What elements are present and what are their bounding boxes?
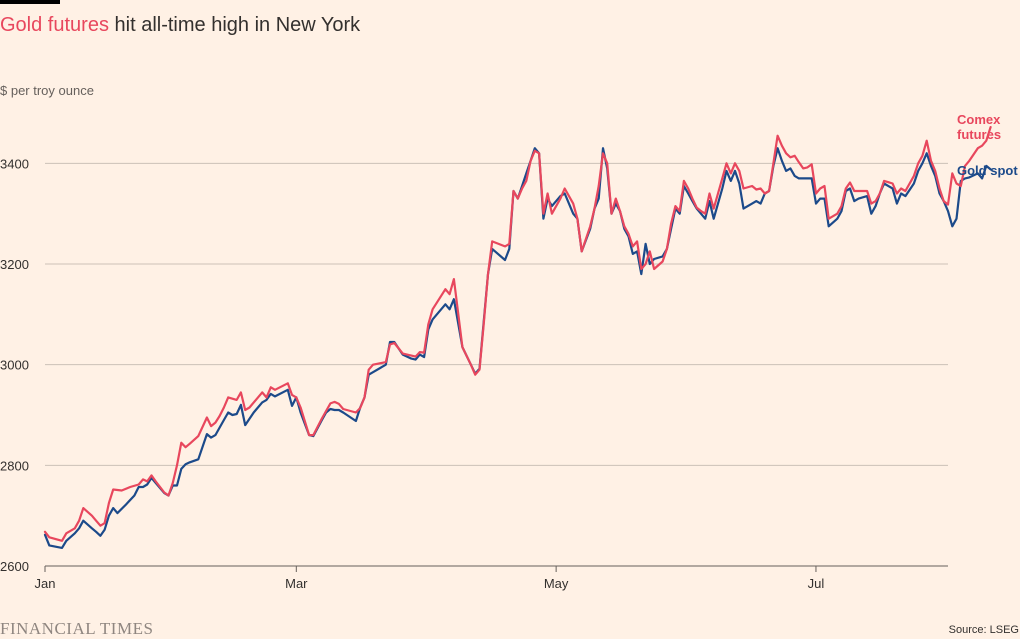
ft-top-accent-bar [0,0,60,4]
series-label-line: Gold spot [957,163,1018,178]
series-labels: Comex futures Gold spot [957,112,1018,178]
y-axis-unit-label: $ per troy ounce [0,83,94,98]
x-tick-label-jul: Jul [808,576,825,591]
series-label-comex-futures: Comex futures [957,112,1001,142]
series-line-comex-futures [43,126,992,542]
source-note: Source: LSEG [948,624,1019,636]
x-tick-label-mar: Mar [285,576,308,591]
chart-title: Gold futures hit all-time high in New Yo… [0,14,360,37]
series-label-line: Comex [957,112,1001,127]
y-tick-label-3200: 3200 [0,257,29,272]
series-lines [43,126,992,549]
series-label-gold-spot: Gold spot [957,163,1018,178]
y-tick-label-2800: 2800 [0,458,29,473]
series-line-gold-spot [43,147,992,549]
chart-title-rest: hit all-time high in New York [108,14,361,36]
chart-title-highlight: Gold futures [0,14,109,36]
x-axis-ticks: Jan Mar May Jul [35,566,825,591]
x-tick-label-jan: Jan [35,576,56,591]
y-tick-label-3000: 3000 [0,358,29,373]
y-axis-ticks: 2600 2800 3000 3200 3400 [0,156,29,574]
financial-times-logo: FINANCIAL TIMES [0,619,154,638]
x-tick-label-may: May [544,576,569,591]
y-tick-label-2600: 2600 [0,559,29,574]
series-label-line: futures [957,127,1001,142]
y-tick-label-3400: 3400 [0,156,29,171]
grid-lines [45,162,948,567]
